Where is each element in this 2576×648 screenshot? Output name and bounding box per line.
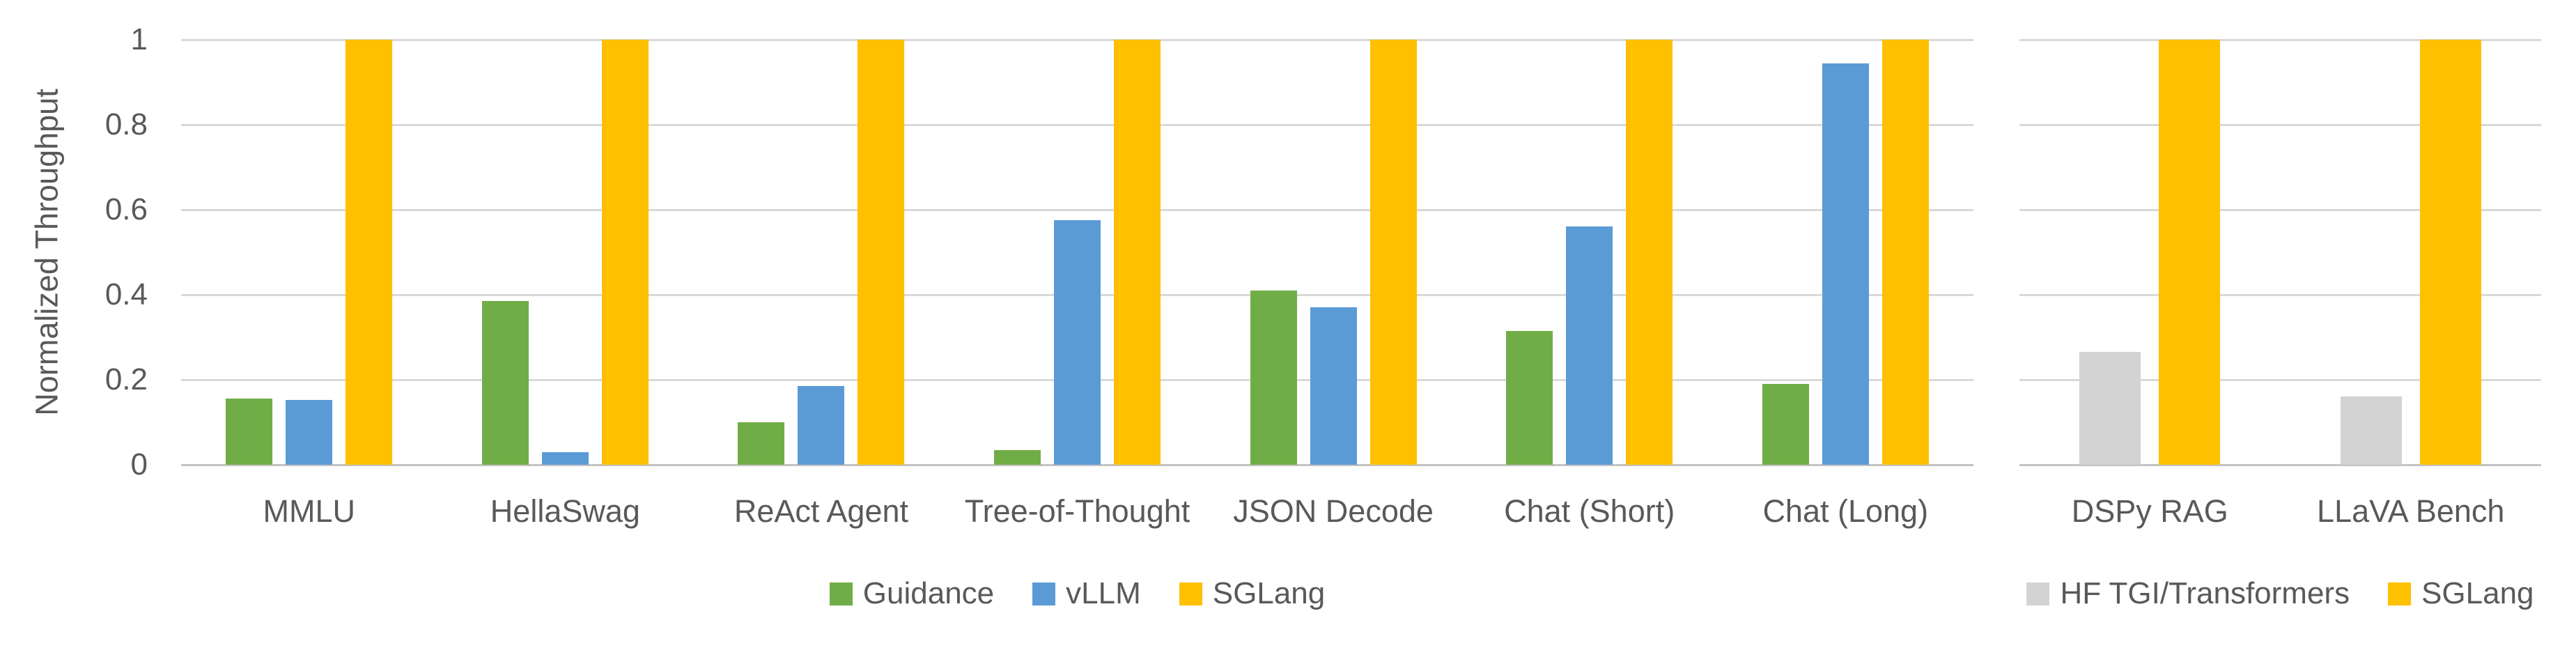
legend-swatch-hf-tgi-transformers bbox=[2026, 582, 2050, 605]
bar-sglang-llava-bench bbox=[2419, 40, 2481, 465]
legend-item-sglang: SGLang bbox=[1179, 576, 1325, 611]
category-label-react-agent: ReAct Agent bbox=[734, 493, 909, 529]
bar-groups bbox=[181, 40, 1973, 465]
bar-group-dspy-rag bbox=[2019, 40, 2281, 465]
legend-item-hf-tgi-transformers: HF TGI/Transformers bbox=[2026, 576, 2350, 611]
gridline bbox=[181, 123, 1973, 126]
legend-item-vllm: vLLM bbox=[1032, 576, 1141, 611]
bar-guidance-tree-of-thought bbox=[994, 449, 1041, 465]
bar-hf-tgi-transformers-llava-bench bbox=[2340, 396, 2402, 465]
bar-sglang-chat-short bbox=[1626, 40, 1673, 465]
bar-group-tree-of-thought bbox=[949, 40, 1206, 465]
bar-hf-tgi-transformers-dspy-rag bbox=[2079, 352, 2141, 465]
category-label-json-decode: JSON Decode bbox=[1233, 493, 1434, 529]
gridline bbox=[2019, 378, 2541, 381]
gridline bbox=[181, 38, 1973, 41]
y-axis-tick-labels: 1 0.8 0.6 0.4 0.2 0 bbox=[0, 22, 148, 481]
bar-group-react-agent bbox=[693, 40, 949, 465]
legend-swatch-vllm bbox=[1032, 582, 1056, 605]
category-label-chat-long: Chat (Long) bbox=[1762, 493, 1929, 529]
y-tick-label-0: 0 bbox=[130, 447, 148, 481]
category-label-hellaswag: HellaSwag bbox=[490, 493, 640, 529]
legend-label-sglang: SGLang bbox=[1212, 576, 1326, 610]
y-tick-label-1: 1 bbox=[130, 22, 148, 56]
gridline bbox=[2019, 123, 2541, 126]
category-label-dspy-rag: DSPy RAG bbox=[2071, 493, 2228, 529]
gridline bbox=[2019, 38, 2541, 41]
y-tick-label-0-4: 0.4 bbox=[104, 277, 148, 311]
right-chart-legend: HF TGI/Transformers SGLang bbox=[2019, 571, 2541, 616]
gridline bbox=[2019, 293, 2541, 296]
x-axis-line bbox=[2019, 463, 2541, 466]
legend-item-sglang: SGLang bbox=[2388, 576, 2534, 611]
bar-group-llava-bench bbox=[2281, 40, 2542, 465]
bar-sglang-mmlu bbox=[346, 40, 393, 465]
x-axis-line bbox=[181, 463, 1973, 466]
bar-sglang-dspy-rag bbox=[2159, 40, 2221, 465]
bar-sglang-chat-long bbox=[1881, 40, 1929, 465]
y-tick-label-0-6: 0.6 bbox=[104, 192, 148, 226]
bar-vllm-react-agent bbox=[798, 386, 845, 465]
bar-groups bbox=[2019, 40, 2541, 465]
category-label-mmlu: MMLU bbox=[263, 493, 356, 529]
legend-swatch-sglang bbox=[2388, 582, 2412, 605]
category-label-chat-short: Chat (Short) bbox=[1504, 493, 1675, 529]
legend-label-vllm: vLLM bbox=[1066, 576, 1141, 610]
right-chart-plot-area bbox=[2019, 38, 2541, 466]
bar-vllm-chat-long bbox=[1822, 63, 1869, 465]
legend-swatch-sglang bbox=[1179, 582, 1202, 605]
legend-label-guidance: Guidance bbox=[862, 576, 995, 610]
bar-group-chat-long bbox=[1717, 40, 1973, 465]
bar-sglang-tree-of-thought bbox=[1114, 40, 1161, 465]
legend-item-guidance: Guidance bbox=[829, 576, 995, 611]
y-tick-label-0-8: 0.8 bbox=[104, 107, 148, 141]
left-chart-legend: Guidance vLLM SGLang bbox=[181, 571, 1973, 616]
bar-sglang-json-decode bbox=[1370, 40, 1417, 465]
legend-label-sglang: SGLang bbox=[2421, 576, 2534, 610]
bar-guidance-json-decode bbox=[1250, 290, 1297, 465]
category-label-tree-of-thought: Tree-of-Thought bbox=[964, 493, 1190, 529]
bar-vllm-hellaswag bbox=[541, 452, 589, 465]
bar-group-json-decode bbox=[1205, 40, 1461, 465]
bar-vllm-mmlu bbox=[286, 399, 333, 465]
bar-guidance-react-agent bbox=[738, 422, 785, 465]
bar-group-mmlu bbox=[181, 40, 437, 465]
bar-sglang-hellaswag bbox=[601, 40, 649, 465]
bar-vllm-chat-short bbox=[1566, 226, 1613, 465]
bar-sglang-react-agent bbox=[858, 40, 905, 465]
legend-label-hf-tgi-transformers: HF TGI/Transformers bbox=[2060, 576, 2350, 610]
bar-guidance-hellaswag bbox=[481, 301, 529, 465]
gridline bbox=[2019, 208, 2541, 211]
y-tick-label-0-2: 0.2 bbox=[104, 362, 148, 396]
bar-group-chat-short bbox=[1461, 40, 1718, 465]
category-label-llava-bench: LLaVA Bench bbox=[2317, 493, 2505, 529]
bar-guidance-chat-short bbox=[1506, 330, 1553, 465]
right-chart-category-axis: DSPy RAG LLaVA Bench bbox=[2019, 486, 2541, 537]
left-chart-category-axis: MMLU HellaSwag ReAct Agent Tree-of-Thought J… bbox=[181, 486, 1973, 537]
bar-guidance-chat-long bbox=[1762, 384, 1809, 465]
legend-swatch-guidance bbox=[829, 582, 853, 605]
gridline bbox=[181, 208, 1973, 211]
bar-guidance-mmlu bbox=[226, 399, 273, 465]
left-chart-plot-area bbox=[181, 38, 1973, 466]
bar-vllm-tree-of-thought bbox=[1054, 220, 1101, 465]
bar-group-hellaswag bbox=[437, 40, 694, 465]
bar-vllm-json-decode bbox=[1310, 307, 1357, 465]
